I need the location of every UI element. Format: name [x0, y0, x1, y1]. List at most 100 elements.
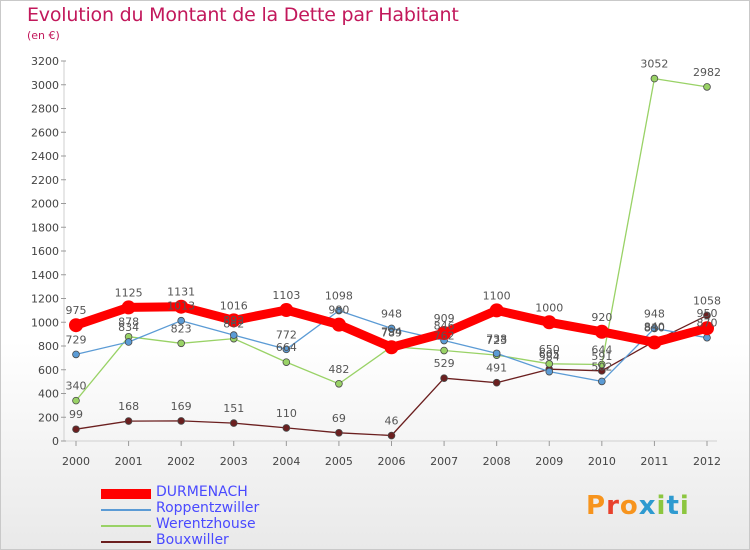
data-label: 870 — [697, 317, 718, 330]
data-label: 1103 — [272, 289, 300, 302]
x-tick-label: 2000 — [62, 455, 90, 468]
y-tick-label: 1200 — [31, 293, 59, 306]
data-label: 482 — [328, 363, 349, 376]
data-point — [121, 300, 136, 315]
data-point — [282, 358, 291, 366]
data-point — [226, 313, 241, 328]
data-point — [440, 374, 448, 382]
data-label: 789 — [381, 326, 402, 339]
data-label: 650 — [539, 343, 560, 356]
data-label: 1100 — [483, 289, 511, 302]
data-point — [229, 419, 238, 427]
y-tick-label: 1600 — [31, 245, 59, 258]
data-label: 975 — [66, 304, 87, 317]
data-label: 772 — [276, 328, 297, 341]
logo-letter: t — [666, 491, 680, 521]
data-label: 605 — [539, 348, 560, 361]
data-label: 1125 — [115, 286, 143, 299]
y-tick-label: 3000 — [31, 79, 59, 92]
y-tick-label: 2400 — [31, 150, 59, 163]
data-label: 909 — [434, 312, 455, 325]
data-label: 840 — [644, 320, 665, 333]
logo-letter: i — [679, 491, 690, 521]
data-point — [703, 83, 711, 91]
y-tick-label: 1400 — [31, 269, 59, 282]
data-label: 846 — [434, 320, 455, 333]
data-point — [331, 317, 346, 332]
data-point — [437, 326, 452, 341]
data-label: 69 — [332, 412, 346, 425]
data-point — [124, 338, 133, 346]
x-tick-label: 2010 — [588, 455, 616, 468]
logo-letter: r — [606, 491, 620, 521]
data-label: 1098 — [325, 290, 353, 303]
data-point — [177, 316, 185, 325]
data-point — [282, 345, 291, 354]
data-label: 502 — [591, 360, 612, 373]
x-tick-label: 2007 — [430, 455, 458, 468]
x-tick-label: 2004 — [272, 455, 300, 468]
data-point — [72, 396, 80, 405]
data-point — [72, 350, 80, 359]
data-point — [335, 429, 343, 437]
data-label: 110 — [276, 407, 297, 420]
legend-label: DURMENACH — [156, 484, 248, 500]
data-point — [387, 324, 396, 333]
data-labels: 975 1125 1131 1016 1103 980 789 909 1100 1000 920 8… — [66, 58, 722, 428]
x-tick-label: 2012 — [693, 455, 721, 468]
data-point — [703, 333, 711, 342]
data-label: 794 — [381, 326, 402, 339]
x-tick-label: 2011 — [640, 455, 668, 468]
data-label: 644 — [591, 344, 612, 357]
data-label: 151 — [223, 402, 244, 415]
data-point — [69, 318, 83, 333]
data-label: 584 — [539, 351, 560, 364]
x-tick-label: 2001 — [115, 455, 143, 468]
x-tick-label: 2006 — [378, 455, 406, 468]
data-label: 46 — [385, 415, 399, 428]
data-point — [700, 321, 714, 336]
data-label: 1000 — [535, 301, 563, 314]
logo-letter: P — [586, 491, 607, 521]
chart-subtitle: (en €) — [27, 29, 60, 42]
data-label: 1058 — [693, 294, 721, 307]
legend-swatch — [101, 489, 151, 499]
data-label: 738 — [486, 332, 507, 345]
x-tick-label: 2003 — [220, 455, 248, 468]
data-point — [440, 346, 448, 355]
data-point — [282, 424, 291, 432]
data-label: 892 — [223, 314, 244, 327]
data-point — [650, 324, 659, 333]
x-tick-label: 2009 — [535, 455, 563, 468]
data-label: 99 — [69, 408, 83, 421]
data-label: 1016 — [220, 299, 248, 312]
y-tick-label: 200 — [38, 411, 59, 424]
legend-swatch — [101, 541, 151, 543]
data-point — [384, 340, 399, 355]
data-label: 862 — [223, 318, 244, 331]
data-label: 830 — [644, 321, 665, 334]
data-label: 529 — [434, 357, 455, 370]
logo-letter: i — [656, 491, 667, 521]
legend-swatch — [101, 509, 151, 511]
legend-swatch — [101, 525, 151, 527]
data-label: 834 — [118, 321, 139, 334]
data-label: 762 — [434, 330, 455, 343]
proxiti-logo: Proxiti — [586, 491, 690, 521]
data-label: 591 — [591, 350, 612, 363]
data-label: 920 — [591, 311, 612, 324]
data-label: 723 — [486, 334, 507, 347]
y-tick-label: 3200 — [31, 55, 59, 68]
y-tick-label: 800 — [38, 340, 59, 353]
y-tick-label: 2200 — [31, 174, 59, 187]
data-point — [594, 324, 609, 339]
logo-letter: o — [619, 491, 639, 521]
data-point — [598, 360, 606, 369]
data-label: 168 — [118, 400, 139, 413]
y-tick-label: 600 — [38, 364, 59, 377]
legend-label: Bouxwiller — [156, 532, 229, 548]
data-label: 823 — [171, 322, 192, 335]
data-point — [489, 303, 504, 318]
